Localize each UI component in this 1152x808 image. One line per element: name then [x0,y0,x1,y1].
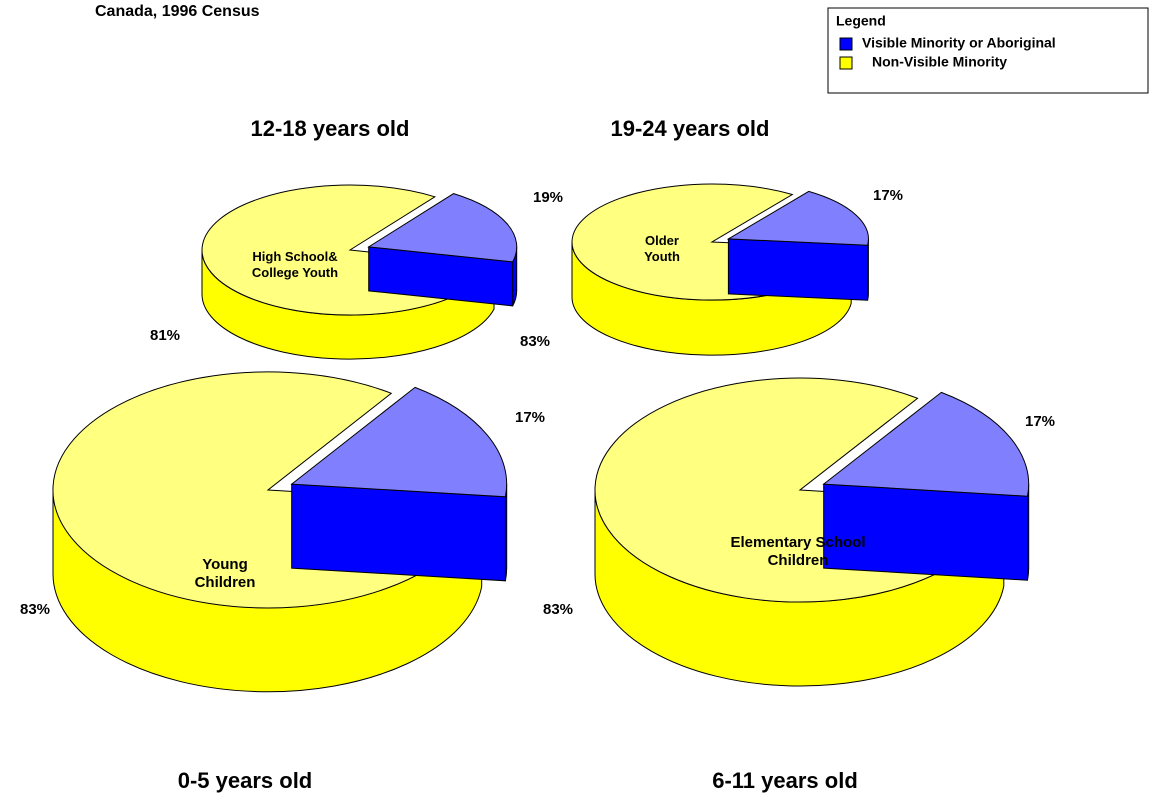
value-label: 17% [515,409,545,426]
pie-label: High School& College Youth [252,250,338,281]
pie-label: Older Youth [644,234,680,265]
pie-title: 0-5 years old [178,768,313,793]
pie-title: 6-11 years old [712,768,858,793]
legend-label: Visible Minority or Aboriginal [862,35,1056,51]
value-label: 83% [543,601,573,618]
legend-box [827,7,1149,94]
value-label: 83% [20,601,50,618]
value-label: 17% [873,187,903,204]
pie-slice [367,193,518,263]
value-label: 83% [520,333,550,350]
pie-title: 12-18 years old [251,116,410,141]
pie-title: 19-24 years old [611,116,770,141]
value-label: 17% [1025,413,1055,430]
pie-label: Elementary School Children [730,534,865,569]
legend-title: Legend [836,13,886,29]
legend-label: Non-Visible Minority [872,54,1007,70]
pie-slice [290,386,508,498]
value-label: 19% [533,189,563,206]
pie-slice [822,391,1030,497]
value-label: 81% [150,327,180,344]
subtitle: Canada, 1996 Census [95,3,260,20]
pie-cut [291,483,506,582]
pie-cut [823,483,1028,581]
pie-cut [727,238,869,301]
legend-swatch [839,56,853,70]
pie-slice [726,190,869,246]
pie-label: Young Children [195,556,256,591]
legend-swatch [839,37,853,51]
